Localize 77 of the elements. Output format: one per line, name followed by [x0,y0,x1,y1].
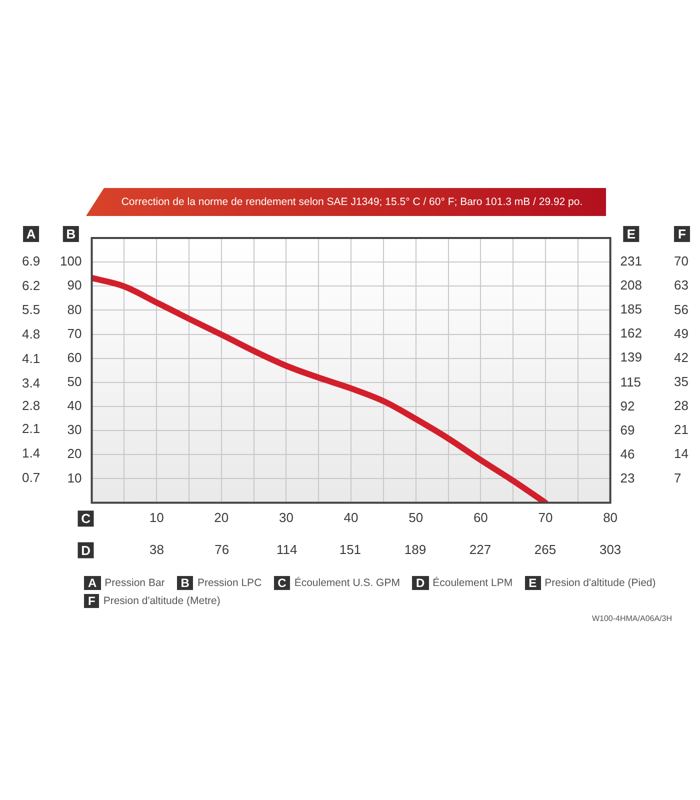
text: D [416,576,425,590]
x2-tick-label: 151 [339,542,362,557]
text: E [528,576,537,590]
y-tick-label: 90 [67,278,82,293]
text: 28 [674,398,688,414]
y2-tick-label: 2.1 [22,421,40,436]
x-tick-label: 40 [344,510,358,526]
y3-tick-label: 162 [620,325,642,340]
y3-tick-label: 139 [620,349,642,364]
text: 56 [674,302,688,317]
x2-tick-label: 265 [534,542,556,557]
y-tick-label: 60 [67,350,82,365]
text: 63 [674,278,688,293]
y-tick-label: 20 [67,446,82,462]
y3-axis-title: E [626,226,636,242]
text: 49 [674,326,688,341]
x-axis-title: C [81,511,92,526]
y2-tick-label: 1.4 [22,445,40,460]
y-tick-label: 50 [67,374,82,390]
y-tick-label: 10 [67,470,82,486]
text: 7 [674,470,682,486]
y2-axis-title: A [26,226,36,242]
x2-tick-label: 227 [469,542,492,557]
x2-tick-label: 114 [276,542,298,557]
x2-tick-label: 76 [214,542,230,557]
x-tick-label: 10 [149,510,164,526]
y3-tick-label: 231 [620,254,642,269]
x2-tick-label: 38 [150,542,164,557]
y2-tick-label: 6.9 [22,253,40,268]
text: Écoulement U.S. GPM [294,577,400,589]
x-tick-label: 20 [214,510,229,526]
text: Écoulement LPM [432,577,513,589]
text: Pression Bar [104,577,165,589]
text: 14 [674,446,688,462]
x2-tick-label: 189 [404,542,426,557]
text: Presion d'altitude (Metre) [103,595,220,607]
text: A [88,576,97,590]
y3-tick-label: 23 [620,470,635,486]
x-tick-label: 30 [278,510,294,526]
text: Pression LPC [197,577,262,589]
text: Presion d'altitude (Pied) [544,577,656,589]
y-tick-label: 30 [67,422,82,438]
y-tick-label: 40 [67,398,82,414]
y-tick-label: 100 [60,254,82,269]
y3-tick-label: 115 [620,374,642,390]
y3-tick-label: 185 [620,302,642,317]
x-tick-label: 50 [408,510,424,526]
text: 42 [674,350,688,365]
text: B [180,576,190,590]
y3-tick-label: 92 [620,398,635,414]
text: 35 [674,374,688,390]
y2-tick-label: 6.2 [22,278,40,293]
y2-tick-label: 3.4 [22,376,40,391]
y2-tick-label: 4.8 [22,326,40,342]
y-tick-label: 80 [67,302,82,317]
y3-tick-label: 46 [620,446,635,462]
chart-title: Correction de la norme de rendement selon SAE J1349; 15.5° C / 60° F; Baro 101.3 mB / 29.92 po. [121,196,583,208]
y-tick-label: 70 [67,326,82,341]
y3-tick-label: 208 [620,278,642,293]
y2-tick-label: 0.7 [22,470,40,485]
y3-tick-label: 69 [620,422,635,438]
y2-tick-label: 5.5 [22,302,40,318]
x2-axis-title: D [81,542,90,558]
x-tick-label: 60 [473,510,488,526]
text: C [278,576,286,590]
x-tick-label: 80 [603,510,618,526]
y2-tick-label: 2.8 [22,398,40,413]
text: F [88,594,96,608]
x2-tick-label: 303 [599,542,622,557]
y-axis-title: B [66,226,76,242]
text: W100-4HMA/A06A/3H [590,614,673,623]
title-banner: Correction de la norme de rendement selon SAE J1349; 15.5° C / 60° F; Baro 101.3 mB / 29.92 po. [86,188,606,216]
x-tick-label: 70 [538,510,553,526]
text: 70 [674,254,688,269]
text: F [678,226,686,242]
y2-tick-label: 4.1 [22,351,40,366]
text: 21 [674,422,688,438]
